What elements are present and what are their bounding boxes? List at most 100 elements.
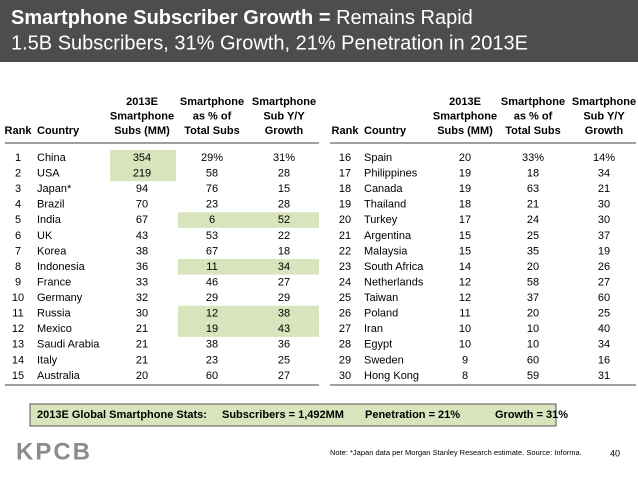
cell: 23	[206, 354, 218, 366]
column-header: 2013E	[126, 96, 158, 108]
cell: 19	[598, 245, 610, 257]
column-header: Smartphone	[180, 96, 244, 108]
cell: 26	[598, 261, 610, 273]
country: Poland	[364, 308, 398, 320]
cell: 30	[136, 308, 148, 320]
country: Germany	[37, 292, 83, 304]
cell: 28	[339, 339, 351, 351]
cell: 15	[278, 183, 290, 195]
cell: 33	[136, 276, 148, 288]
cell: 11	[206, 261, 217, 273]
column-header: Rank	[5, 125, 33, 137]
country: Australia	[37, 370, 81, 382]
cell: 25	[598, 308, 610, 320]
column-header: Growth	[585, 125, 624, 137]
cell: 36	[278, 339, 290, 351]
country: Turkey	[364, 214, 398, 226]
country: Spain	[364, 152, 392, 164]
cell: 26	[339, 308, 351, 320]
country: Italy	[37, 354, 58, 366]
cell: 31%	[273, 152, 295, 164]
cell: 40	[598, 323, 610, 335]
country: South Africa	[364, 261, 424, 273]
cell: 18	[278, 245, 290, 257]
cell: 53	[206, 230, 218, 242]
cell: 15	[459, 245, 471, 257]
cell: 21	[339, 230, 351, 242]
cell: 52	[278, 214, 290, 226]
cell: 21	[136, 354, 148, 366]
country: Hong Kong	[364, 370, 419, 382]
cell: 20	[527, 308, 539, 320]
cell: 21	[527, 199, 539, 211]
highlight	[178, 258, 319, 275]
country: Taiwan	[364, 292, 398, 304]
cell: 43	[136, 230, 148, 242]
cell: 27	[339, 323, 351, 335]
cell: 25	[527, 230, 539, 242]
highlight	[178, 305, 319, 322]
cell: 60	[527, 354, 539, 366]
cell: 10	[527, 339, 539, 351]
cell: 12	[459, 276, 471, 288]
cell: 94	[136, 183, 148, 195]
cell: 22	[278, 230, 290, 242]
cell: 9	[462, 354, 468, 366]
cell: 20	[339, 214, 351, 226]
highlight	[178, 321, 319, 337]
column-header: Total Subs	[505, 125, 560, 137]
column-header: Sub Y/Y	[263, 110, 305, 122]
cell: 15	[12, 370, 24, 382]
cell: 17	[459, 214, 471, 226]
stats-box	[29, 403, 557, 427]
cell: 27	[278, 276, 290, 288]
title-rest: Remains Rapid	[336, 7, 473, 29]
cell: 27	[278, 370, 290, 382]
cell: 5	[15, 214, 21, 226]
cell: 11	[12, 308, 23, 320]
country: Indonesia	[37, 261, 86, 273]
cell: 67	[136, 214, 148, 226]
cell: 8	[15, 261, 21, 273]
logo: KPCB	[16, 438, 92, 465]
cell: 58	[206, 167, 218, 179]
header-band	[0, 0, 638, 62]
cell: 18	[459, 199, 471, 211]
column-header: Smartphone	[572, 96, 636, 108]
column-header: Subs (MM)	[114, 125, 170, 137]
cell: 18	[527, 167, 539, 179]
country: Russia	[37, 308, 72, 320]
cell: 12	[206, 308, 218, 320]
cell: 21	[136, 339, 148, 351]
cell: 21	[136, 323, 148, 335]
cell: 23	[339, 261, 351, 273]
country: India	[37, 214, 62, 226]
highlight	[110, 165, 176, 182]
cell: 6	[15, 230, 21, 242]
cell: 25	[278, 354, 290, 366]
column-header: Rank	[332, 125, 360, 137]
cell: 19	[339, 199, 351, 211]
cell: 38	[206, 339, 218, 351]
cell: 28	[278, 167, 290, 179]
cell: 30	[598, 199, 610, 211]
cell: 20	[459, 152, 471, 164]
cell: 30	[598, 214, 610, 226]
column-header: as % of	[514, 110, 553, 122]
stats-growth: Growth = 31%	[495, 409, 568, 421]
cell: 46	[206, 276, 218, 288]
country: Brazil	[37, 199, 65, 211]
column-header: as % of	[193, 110, 232, 122]
stats-penetration: Penetration = 21%	[365, 409, 460, 421]
cell: 19	[459, 167, 471, 179]
column-header: Smartphone	[501, 96, 565, 108]
stats-label: 2013E Global Smartphone Stats:	[37, 409, 207, 421]
cell: 9	[15, 276, 21, 288]
cell: 24	[339, 276, 351, 288]
cell: 33%	[522, 152, 544, 164]
country: Argentina	[364, 230, 412, 242]
country: Saudi Arabia	[37, 339, 100, 351]
cell: 37	[527, 292, 539, 304]
cell: 70	[136, 199, 148, 211]
